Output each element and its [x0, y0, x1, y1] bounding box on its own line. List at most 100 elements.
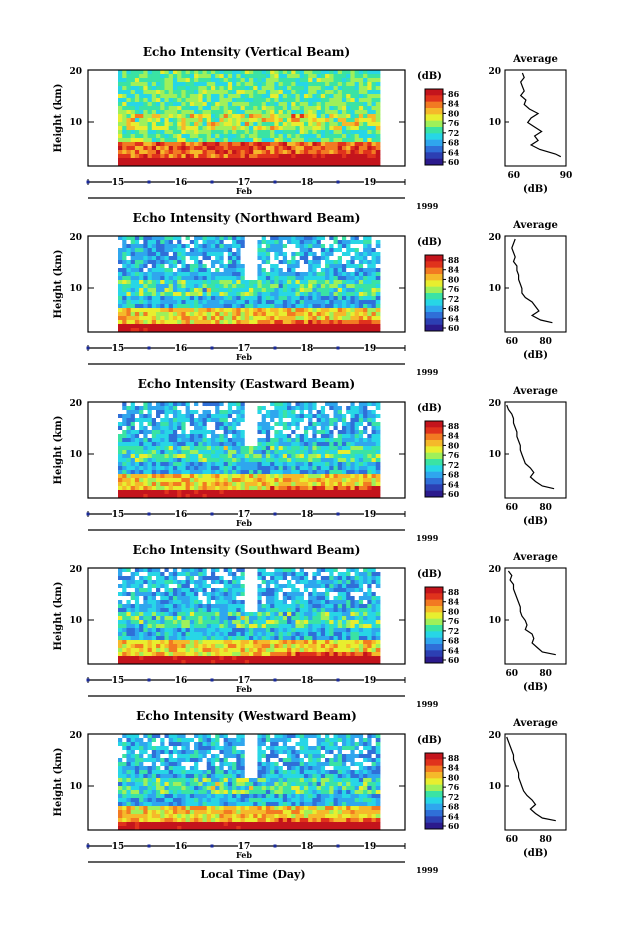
heatmap-cell	[164, 284, 170, 289]
chart-title: Echo Intensity (Northward Beam)	[133, 211, 361, 225]
heatmap-cell	[363, 146, 368, 151]
heatmap-cell	[181, 248, 187, 253]
profile-x-tick-label: 90	[560, 171, 573, 181]
heatmap-cell	[329, 320, 334, 325]
heatmap-cell	[219, 134, 225, 139]
heatmap-cell	[337, 94, 343, 99]
heatmap-cell	[130, 150, 136, 155]
heatmap-cell	[160, 450, 165, 455]
heatmap-cell	[185, 324, 191, 329]
heatmap-cell	[375, 118, 381, 123]
heatmap-cell	[223, 70, 229, 75]
heatmap-cell	[253, 454, 258, 459]
heatmap-cell	[181, 260, 187, 265]
heatmap-cell	[143, 450, 148, 455]
heatmap-cell	[223, 418, 229, 423]
heatmap-cell	[147, 636, 153, 641]
heatmap-cell	[177, 154, 182, 159]
heatmap-cell	[291, 482, 296, 487]
heatmap-cell	[172, 122, 178, 127]
heatmap-cell	[341, 450, 347, 455]
heatmap-cell	[139, 572, 144, 577]
heatmap-cell	[206, 154, 212, 159]
heatmap-cell	[346, 438, 351, 443]
heatmap-cell	[160, 236, 165, 241]
heatmap-cell	[354, 482, 360, 487]
heatmap-cell	[320, 418, 326, 423]
heatmap-cell	[253, 474, 258, 479]
heatmap-cell	[350, 450, 356, 455]
heatmap-cell	[122, 446, 127, 451]
heatmap-cell	[156, 494, 161, 499]
heatmap-cell	[265, 276, 271, 281]
heatmap-cell	[337, 426, 343, 431]
heatmap-cell	[265, 442, 271, 447]
heatmap-cell	[274, 272, 279, 277]
heatmap-cell	[139, 648, 144, 653]
heatmap-cell	[168, 70, 174, 75]
heatmap-cell	[274, 474, 279, 479]
heatmap-cell	[194, 418, 199, 423]
heatmap-cell	[126, 86, 132, 91]
heatmap-cell	[160, 458, 165, 463]
heatmap-cell	[274, 78, 279, 83]
heatmap-cell	[257, 438, 263, 443]
heatmap-cell	[350, 114, 356, 119]
heatmap-cell	[325, 442, 330, 447]
heatmap-cell	[371, 406, 377, 411]
heatmap-cell	[346, 466, 351, 471]
heatmap-cell	[350, 486, 356, 491]
heatmap-cell	[287, 154, 292, 159]
heatmap-cell	[126, 126, 132, 131]
heatmap-cell	[189, 426, 195, 431]
colorbar-tick-label: 84	[448, 265, 460, 275]
heatmap-cell	[151, 150, 157, 155]
heatmap-cell	[337, 490, 343, 495]
heatmap-cell	[278, 300, 284, 305]
heatmap-cell	[194, 110, 199, 115]
heatmap-cell	[346, 260, 351, 265]
heatmap-cell	[367, 74, 372, 79]
chart-title: Echo Intensity (Southward Beam)	[133, 543, 361, 557]
heatmap-cell	[147, 126, 153, 131]
heatmap-cell	[240, 410, 246, 415]
time-tick-label: 16	[175, 344, 188, 354]
heatmap-cell	[350, 272, 356, 277]
heatmap-cell	[240, 82, 246, 87]
heatmap-cell	[134, 296, 140, 301]
heatmap-cell	[210, 146, 216, 151]
heatmap-cell	[371, 82, 377, 87]
heatmap-cell	[312, 272, 318, 277]
heatmap-cell	[240, 494, 246, 499]
y-tick-label: 20	[69, 399, 82, 409]
heatmap-cell	[189, 414, 195, 419]
heatmap-cell	[122, 252, 127, 257]
heatmap-cell	[367, 86, 372, 91]
heatmap-cell	[130, 268, 136, 273]
heatmap-cell	[177, 450, 182, 455]
heatmap-cell	[130, 454, 136, 459]
heatmap-cell	[371, 482, 377, 487]
heatmap-cell	[156, 450, 161, 455]
heatmap-cell	[134, 450, 140, 455]
heatmap-cell	[329, 126, 334, 131]
heatmap-cell	[160, 324, 165, 329]
heatmap-cell	[299, 284, 305, 289]
heatmap-cell	[181, 82, 187, 87]
heatmap-cell	[329, 110, 334, 115]
heatmap-cell	[337, 272, 343, 277]
heatmap-cell	[198, 158, 203, 163]
heatmap-cell	[147, 474, 153, 479]
y-tick-label: 10	[69, 450, 82, 460]
heatmap-cell	[244, 78, 250, 83]
heatmap-cell	[244, 308, 250, 313]
heatmap-cell	[265, 292, 271, 297]
heatmap-cell	[291, 490, 296, 495]
heatmap-cell	[341, 260, 347, 265]
heatmap-cell	[253, 138, 258, 143]
heatmap-cell	[287, 292, 292, 297]
heatmap-cell	[227, 308, 233, 313]
heatmap-cell	[189, 474, 195, 479]
heatmap-cell	[168, 568, 174, 573]
heatmap-cell	[341, 430, 347, 435]
